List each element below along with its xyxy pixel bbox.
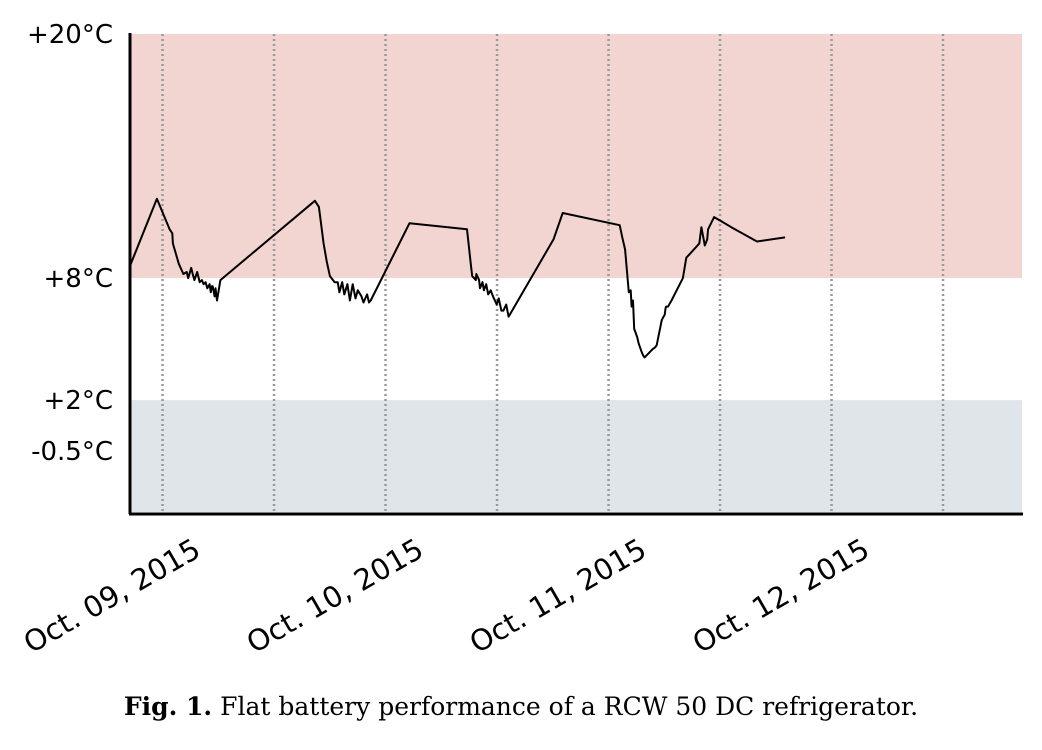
x-tick-labels: Oct. 09, 2015 Oct. 10, 2015 Oct. 11, 2015 O… [18, 532, 875, 660]
y-tick-label: +20°C [27, 20, 113, 50]
y-tick-label: +2°C [44, 386, 113, 416]
x-tick-label: Oct. 12, 2015 [687, 532, 875, 660]
temperature-band-1 [130, 34, 1022, 279]
temperature-chart: +20°C +8°C +2°C -0.5°C Oct. 09, 2015 Oct. 10… [18, 20, 1023, 660]
x-tick-label: Oct. 11, 2015 [464, 532, 652, 660]
y-tick-label: +8°C [44, 264, 113, 294]
y-tick-label: -0.5°C [31, 437, 113, 467]
temperature-zone-bands [130, 34, 1022, 512]
x-tick-label: Oct. 10, 2015 [241, 532, 429, 660]
x-tick-label: Oct. 09, 2015 [18, 532, 206, 660]
figure-caption-text: Flat battery performance of a RCW 50 DC … [220, 692, 919, 721]
y-tick-labels: +20°C +8°C +2°C -0.5°C [27, 20, 113, 467]
temperature-band-2 [130, 400, 1022, 512]
temperature-line [129, 197, 786, 359]
figure-label: Fig. 1. [123, 692, 213, 721]
figure-caption: Fig. 1. Flat battery performance of a RCW… [0, 692, 1042, 721]
